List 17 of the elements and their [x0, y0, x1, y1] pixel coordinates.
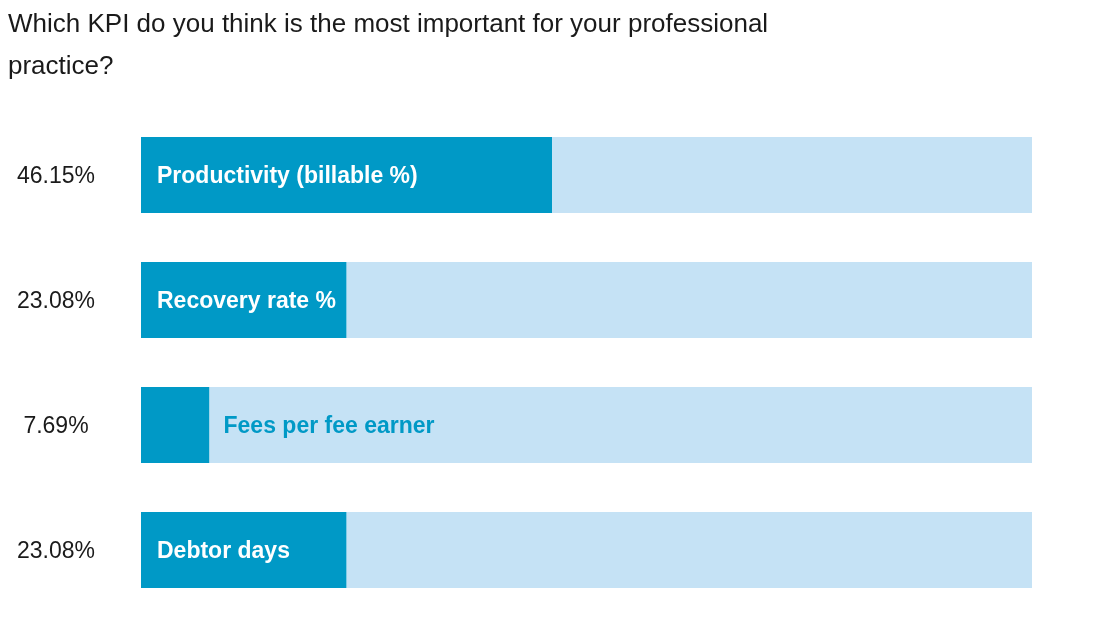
chart-title: Which KPI do you think is the most important for your professional practice? — [8, 7, 770, 82]
bar — [209, 387, 1032, 463]
bar — [141, 262, 347, 338]
y-tick-label: Productivity (billable %) — [157, 162, 418, 189]
data-label: 23.08% — [16, 537, 96, 564]
y-tick-label: Recovery rate % — [157, 287, 336, 314]
data-label: 23.08% — [16, 287, 96, 314]
bar — [141, 512, 347, 588]
bar — [346, 512, 1032, 588]
bar — [346, 262, 1032, 338]
bar — [141, 387, 210, 463]
data-label: 46.15% — [16, 162, 96, 189]
data-label: 7.69% — [23, 412, 89, 439]
y-tick-label: Fees per fee earner — [223, 412, 435, 439]
y-tick-label: Debtor days — [157, 537, 290, 564]
bar — [141, 137, 553, 213]
bar — [552, 137, 1032, 213]
